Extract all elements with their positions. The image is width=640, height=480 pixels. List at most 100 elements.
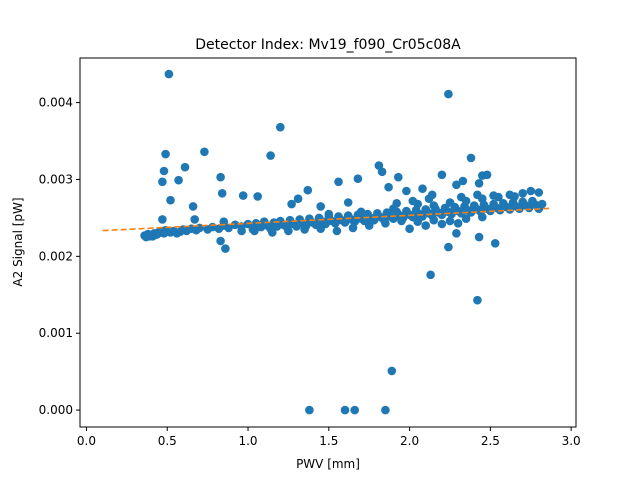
- data-point: [445, 198, 455, 207]
- y-tick-label: 0.003: [39, 172, 73, 186]
- data-point: [453, 219, 463, 228]
- data-point: [237, 226, 246, 236]
- data-point: [478, 212, 487, 222]
- data-point: [174, 175, 183, 185]
- data-point: [348, 223, 358, 233]
- data-point: [303, 185, 313, 195]
- data-point: [505, 205, 515, 214]
- data-point: [466, 208, 476, 217]
- data-point: [293, 194, 303, 203]
- x-tick-label: 3.0: [562, 434, 581, 448]
- y-tick-label: 0.000: [39, 403, 73, 417]
- data-point: [316, 224, 326, 233]
- plot-area-frame: [79, 57, 577, 428]
- data-point: [457, 192, 466, 202]
- data-point: [180, 162, 190, 172]
- data-point: [164, 69, 174, 79]
- x-axis: 0.0 0.5 1.0 1.5 2.0 2.5 3.0: [77, 427, 581, 448]
- data-point: [429, 201, 439, 210]
- data-point: [518, 189, 527, 198]
- data-point: [377, 167, 387, 177]
- data-point: [490, 239, 500, 248]
- data-point: [387, 366, 397, 376]
- data-point: [474, 179, 484, 188]
- data-point: [343, 198, 353, 207]
- data-point: [200, 147, 209, 157]
- data-point: [190, 215, 199, 224]
- x-tick-label: 0.5: [158, 434, 177, 448]
- data-point: [238, 191, 248, 200]
- data-point: [526, 186, 536, 196]
- x-tick-label: 2.5: [481, 434, 500, 448]
- data-point: [427, 190, 437, 200]
- y-axis-label: A2 Signal [pW]: [11, 197, 25, 286]
- data-point: [219, 217, 229, 226]
- data-point: [350, 405, 360, 415]
- data-point: [188, 202, 198, 211]
- data-point: [537, 199, 547, 209]
- data-point: [426, 270, 435, 280]
- data-point: [166, 195, 175, 205]
- data-point: [384, 182, 393, 192]
- data-point: [444, 242, 453, 252]
- data-point: [381, 405, 390, 415]
- data-point: [421, 221, 431, 230]
- data-point: [221, 244, 230, 253]
- data-point: [473, 295, 482, 305]
- data-point: [505, 190, 515, 200]
- data-point: [159, 166, 169, 176]
- data-point: [324, 209, 334, 219]
- data-point: [276, 122, 285, 132]
- data-point: [458, 176, 468, 186]
- data-point: [413, 217, 423, 226]
- data-point: [161, 149, 170, 159]
- data-point: [331, 219, 340, 228]
- data-point: [253, 192, 262, 201]
- x-axis-label: PWV [mm]: [296, 457, 360, 471]
- fit-line: [102, 207, 552, 232]
- data-point: [402, 186, 411, 196]
- data-point: [482, 170, 492, 180]
- data-point: [300, 225, 309, 234]
- x-tick-label: 1.0: [238, 434, 257, 448]
- x-tick-label: 1.5: [319, 434, 338, 448]
- data-point: [408, 196, 418, 206]
- data-point: [452, 180, 461, 190]
- data-point: [515, 204, 524, 213]
- chart-title: Detector Index: Mv19_f090_Cr05c08A: [195, 37, 461, 53]
- points-layer: [140, 69, 547, 415]
- data-point: [356, 207, 366, 217]
- data-point: [334, 177, 343, 187]
- data-point: [292, 222, 301, 231]
- data-point: [305, 405, 314, 415]
- y-tick-label: 0.004: [39, 96, 73, 110]
- data-point: [340, 218, 350, 227]
- data-point: [466, 153, 476, 163]
- data-point: [473, 190, 482, 200]
- data-point: [437, 219, 447, 229]
- data-point: [437, 210, 447, 220]
- data-point: [461, 214, 471, 223]
- data-point: [216, 172, 225, 182]
- data-point: [158, 215, 167, 224]
- data-point: [287, 199, 296, 209]
- y-axis: 0.000 0.001 0.002 0.003 0.004: [39, 96, 80, 417]
- y-tick-label: 0.001: [39, 326, 73, 340]
- data-point: [316, 202, 326, 211]
- data-point: [250, 226, 259, 236]
- data-point: [268, 228, 277, 237]
- data-point: [474, 232, 484, 242]
- data-point: [418, 184, 427, 193]
- data-point: [381, 219, 390, 228]
- data-point: [266, 151, 275, 160]
- data-point: [397, 216, 406, 226]
- x-tick-label: 0.0: [77, 434, 96, 448]
- y-tick-label: 0.002: [39, 249, 73, 263]
- data-point: [437, 170, 447, 180]
- fit-layer: [102, 207, 552, 232]
- data-point: [394, 172, 403, 182]
- data-point: [445, 216, 455, 226]
- data-point: [158, 177, 167, 187]
- data-point: [340, 405, 350, 415]
